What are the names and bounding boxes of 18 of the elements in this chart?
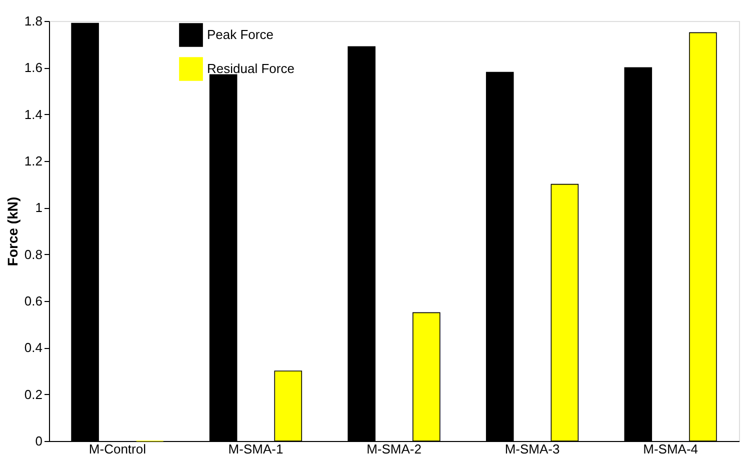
y-tick-label: 1.2 — [24, 154, 42, 168]
legend-label: Residual Force — [207, 61, 294, 76]
y-axis-title: Force (kN) — [4, 196, 20, 266]
y-tick-label: 1 — [35, 200, 42, 216]
y-tick-label: 0.2 — [24, 386, 42, 402]
legend-label: Peak Force — [207, 27, 274, 42]
y-tick-label: 0.6 — [24, 294, 42, 308]
x-tick-label: M-SMA-1 — [228, 442, 284, 456]
x-tick-label: M-Control — [88, 442, 146, 456]
x-tick-label: M-SMA-3 — [504, 442, 560, 456]
x-tick-label: M-SMA-2 — [366, 442, 422, 456]
y-tick-label: 0 — [35, 434, 42, 448]
x-tick-label: M-SMA-4 — [643, 442, 698, 456]
y-tick-label: 1.6 — [24, 60, 42, 76]
y-tick-label: 1.4 — [24, 106, 42, 122]
y-tick-label: 0.4 — [24, 340, 42, 356]
y-tick-label: 0.8 — [24, 246, 42, 262]
y-tick-label: 1.8 — [24, 14, 42, 28]
